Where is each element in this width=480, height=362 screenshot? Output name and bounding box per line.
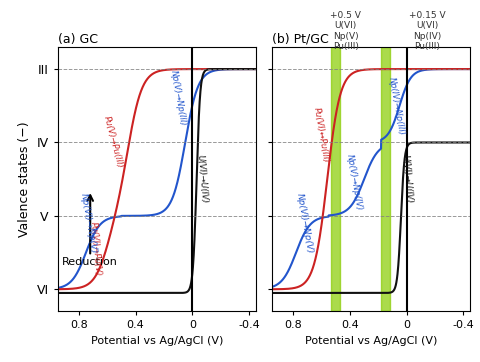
Text: Np(V)→Np(III): Np(V)→Np(III) <box>169 70 187 127</box>
Text: Pu(V)→Pu(III): Pu(V)→Pu(III) <box>102 115 124 170</box>
Text: (a) GC: (a) GC <box>58 33 97 46</box>
Text: +0.15 V
U(VI)
Np(IV)
Pu(III): +0.15 V U(VI) Np(IV) Pu(III) <box>409 11 445 51</box>
Bar <box>332 47 340 311</box>
Text: +0.5 V
U(VI)
Np(V)
Pu(III): +0.5 V U(VI) Np(V) Pu(III) <box>330 11 361 51</box>
Text: U(VI)→U(IV): U(VI)→U(IV) <box>195 155 208 204</box>
Text: Pu(VI)→Pu(V): Pu(VI)→Pu(V) <box>89 222 103 277</box>
Bar <box>381 47 390 311</box>
Text: Pu(VI)↔Pu(III): Pu(VI)↔Pu(III) <box>312 107 331 164</box>
Text: U(VI)→U(IV): U(VI)→U(IV) <box>401 155 414 204</box>
Text: Np(V)→Np(IV): Np(V)→Np(IV) <box>345 154 363 212</box>
Y-axis label: Valence states (−): Valence states (−) <box>18 121 31 237</box>
Text: Np(IV)→Np(III): Np(IV)→Np(III) <box>387 76 406 136</box>
Text: Np(VI)→Np(V): Np(VI)→Np(V) <box>79 192 98 254</box>
X-axis label: Potential vs Ag/AgCl (V): Potential vs Ag/AgCl (V) <box>91 336 223 346</box>
Text: Reduction: Reduction <box>62 257 118 267</box>
Text: (b) Pt/GC: (b) Pt/GC <box>272 33 329 46</box>
X-axis label: Potential vs Ag/AgCl (V): Potential vs Ag/AgCl (V) <box>305 336 437 346</box>
Text: Np(VI)→Np(V): Np(VI)→Np(V) <box>295 192 314 254</box>
